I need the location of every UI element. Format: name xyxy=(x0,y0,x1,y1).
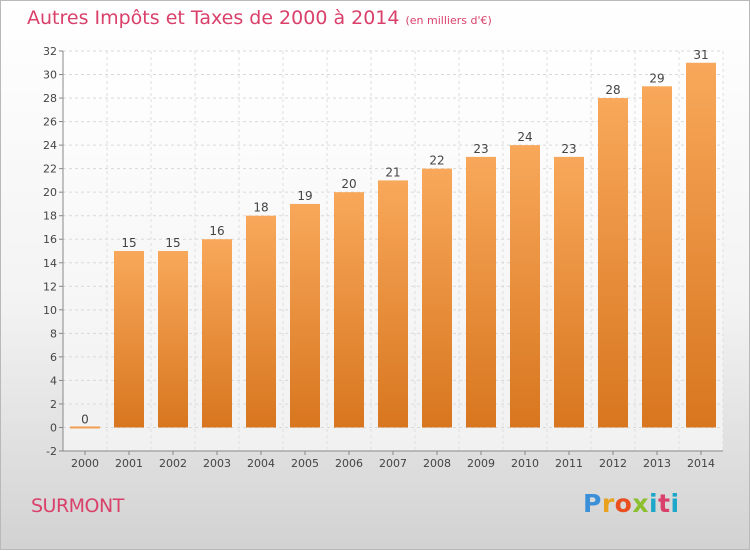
x-tick-label: 2005 xyxy=(291,457,319,470)
y-tick-label: 30 xyxy=(43,69,57,82)
y-tick-label: 0 xyxy=(50,421,57,434)
bar xyxy=(202,239,232,428)
y-tick-label: 24 xyxy=(43,139,57,152)
y-tick-label: 14 xyxy=(43,257,57,270)
bar xyxy=(158,251,188,428)
x-tick-label: 2002 xyxy=(159,457,187,470)
bar xyxy=(642,86,672,428)
x-tick-label: 2000 xyxy=(71,457,99,470)
bar-value-label: 16 xyxy=(209,224,224,238)
y-tick-label: 18 xyxy=(43,210,57,223)
y-tick-label: 22 xyxy=(43,163,57,176)
x-tick-label: 2003 xyxy=(203,457,231,470)
bar xyxy=(378,180,408,428)
bar xyxy=(70,426,100,429)
bar-value-label: 23 xyxy=(473,142,488,156)
y-tick-label: 16 xyxy=(43,233,57,246)
bar-value-label: 15 xyxy=(165,236,180,250)
bar xyxy=(686,62,716,428)
bar xyxy=(554,156,584,428)
bar-value-label: 24 xyxy=(517,130,532,144)
x-tick-label: 2010 xyxy=(511,457,539,470)
x-tick-label: 2008 xyxy=(423,457,451,470)
bar-value-label: 0 xyxy=(81,412,89,426)
chart-title-text: Autres Impôts et Taxes de 2000 à 2014 xyxy=(27,7,400,29)
y-tick-label: -2 xyxy=(46,445,57,458)
y-tick-label: 32 xyxy=(43,45,57,58)
bar-value-label: 28 xyxy=(605,83,620,97)
x-tick-label: 2006 xyxy=(335,457,363,470)
bar-value-label: 22 xyxy=(429,154,444,168)
bar-value-label: 21 xyxy=(385,165,400,179)
x-tick-label: 2012 xyxy=(599,457,627,470)
proxiti-logo: Proxiti xyxy=(583,489,680,518)
bar-value-label: 15 xyxy=(121,236,136,250)
x-tick-label: 2004 xyxy=(247,457,275,470)
y-tick-label: 20 xyxy=(43,186,57,199)
bar-value-label: 19 xyxy=(297,189,312,203)
bar xyxy=(246,215,276,428)
y-tick-label: 6 xyxy=(50,351,57,364)
x-tick-label: 2014 xyxy=(687,457,715,470)
x-tick-label: 2013 xyxy=(643,457,671,470)
bar-value-label: 18 xyxy=(253,201,268,215)
bar xyxy=(334,192,364,428)
bar xyxy=(510,145,540,428)
y-tick-label: 4 xyxy=(50,374,57,387)
bar xyxy=(466,156,496,428)
bar-value-label: 31 xyxy=(693,48,708,62)
y-tick-label: 2 xyxy=(50,398,57,411)
place-name: SURMONT xyxy=(31,495,124,517)
bar xyxy=(290,203,320,428)
y-tick-label: 10 xyxy=(43,304,57,317)
x-tick-label: 2011 xyxy=(555,457,583,470)
chart-title: Autres Impôts et Taxes de 2000 à 2014 (en… xyxy=(27,7,492,29)
y-tick-label: 26 xyxy=(43,116,57,129)
y-tick-label: 8 xyxy=(50,327,57,340)
bar-value-label: 29 xyxy=(649,71,664,85)
bar-value-label: 20 xyxy=(341,177,356,191)
bar xyxy=(422,168,452,428)
x-tick-label: 2007 xyxy=(379,457,407,470)
y-tick-label: 28 xyxy=(43,92,57,105)
x-tick-label: 2009 xyxy=(467,457,495,470)
bar xyxy=(114,251,144,428)
bar-value-label: 23 xyxy=(561,142,576,156)
x-tick-label: 2001 xyxy=(115,457,143,470)
chart-subtitle: (en milliers d'€) xyxy=(405,14,492,27)
bar xyxy=(598,98,628,428)
y-tick-label: 12 xyxy=(43,280,57,293)
